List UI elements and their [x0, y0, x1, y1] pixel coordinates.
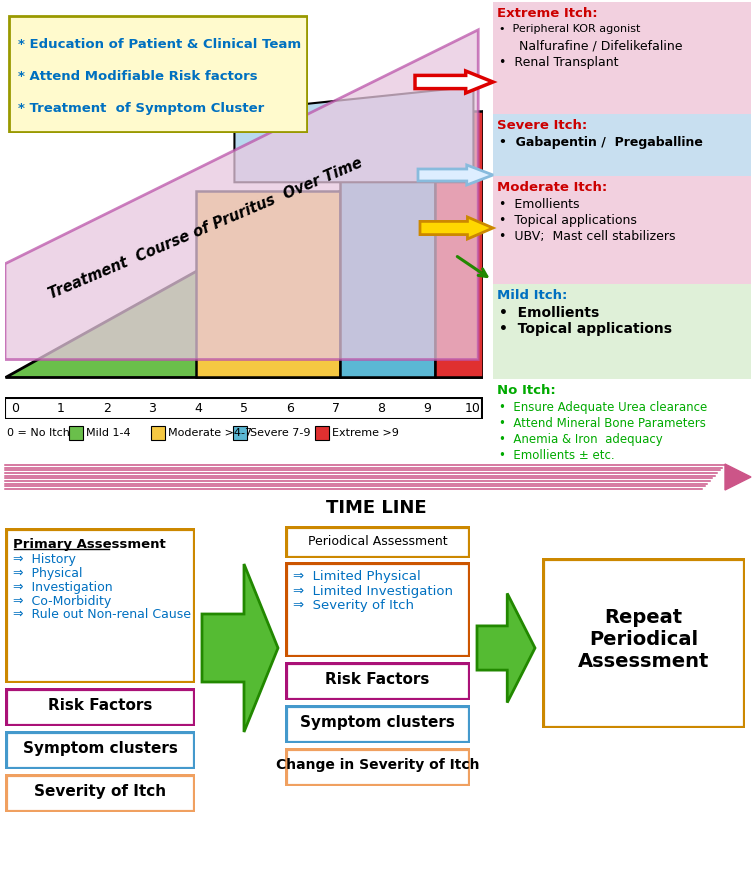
Text: 10: 10: [465, 402, 481, 415]
FancyBboxPatch shape: [286, 749, 469, 785]
Bar: [69, 426, 83, 440]
Text: Extreme Itch:: Extreme Itch:: [497, 7, 598, 20]
Text: ⇒  Investigation: ⇒ Investigation: [13, 581, 113, 594]
Bar: [151, 426, 165, 440]
Text: Severe 7-9: Severe 7-9: [250, 428, 310, 438]
Text: •  Peripheral KOR agonist: • Peripheral KOR agonist: [499, 24, 640, 34]
FancyBboxPatch shape: [286, 527, 469, 557]
Text: 8: 8: [377, 402, 386, 415]
Text: •  Renal Transplant: • Renal Transplant: [499, 56, 618, 69]
Bar: [435, 111, 483, 377]
FancyBboxPatch shape: [493, 284, 751, 379]
Text: Symptom clusters: Symptom clusters: [23, 741, 178, 756]
Polygon shape: [418, 165, 493, 185]
Text: * Treatment  of Symptom Cluster: * Treatment of Symptom Cluster: [18, 102, 264, 115]
FancyBboxPatch shape: [6, 775, 194, 811]
Text: Mild Itch:: Mild Itch:: [497, 289, 567, 302]
Text: 2: 2: [102, 402, 111, 415]
Text: Extreme >9: Extreme >9: [332, 428, 399, 438]
Text: Symptom clusters: Symptom clusters: [300, 715, 455, 730]
Text: Periodical Assessment: Periodical Assessment: [308, 535, 447, 548]
Text: TIME LINE: TIME LINE: [326, 499, 427, 517]
FancyBboxPatch shape: [6, 689, 194, 725]
Bar: [340, 138, 435, 377]
FancyBboxPatch shape: [493, 2, 751, 114]
Text: ⇒  Limited Investigation: ⇒ Limited Investigation: [293, 584, 453, 597]
FancyBboxPatch shape: [493, 114, 751, 176]
Text: 4: 4: [194, 402, 202, 415]
FancyBboxPatch shape: [493, 379, 751, 479]
Text: 0: 0: [11, 402, 19, 415]
FancyBboxPatch shape: [493, 176, 751, 284]
Text: •  Topical applications: • Topical applications: [499, 322, 672, 336]
FancyBboxPatch shape: [286, 706, 469, 742]
Text: Change in Severity of Itch: Change in Severity of Itch: [276, 758, 479, 772]
Bar: [233, 426, 247, 440]
Text: No Itch:: No Itch:: [497, 384, 556, 397]
Text: ⇒  Co-Morbidity: ⇒ Co-Morbidity: [13, 595, 111, 608]
Polygon shape: [234, 87, 474, 182]
Polygon shape: [420, 217, 493, 239]
FancyBboxPatch shape: [286, 563, 469, 656]
Text: 7: 7: [331, 402, 340, 415]
Text: 9: 9: [423, 402, 431, 415]
Text: 1: 1: [57, 402, 65, 415]
Text: •  Emollients ± etc.: • Emollients ± etc.: [499, 449, 614, 462]
FancyBboxPatch shape: [9, 16, 307, 132]
Text: Treatment  Course of Pruritus  Over Time: Treatment Course of Pruritus Over Time: [47, 155, 365, 302]
Text: Primary Assessment: Primary Assessment: [13, 538, 166, 551]
Text: Risk Factors: Risk Factors: [47, 698, 152, 713]
FancyBboxPatch shape: [286, 663, 469, 699]
Text: 3: 3: [148, 402, 157, 415]
Text: Severity of Itch: Severity of Itch: [34, 784, 166, 799]
Polygon shape: [5, 111, 483, 377]
Text: Moderate Itch:: Moderate Itch:: [497, 181, 607, 194]
Text: Severe Itch:: Severe Itch:: [497, 119, 587, 132]
Text: •  UBV;  Mast cell stabilizers: • UBV; Mast cell stabilizers: [499, 230, 675, 243]
Text: •  Emollients: • Emollients: [499, 306, 599, 320]
Bar: [315, 426, 329, 440]
Polygon shape: [202, 564, 278, 732]
Text: ⇒  Severity of Itch: ⇒ Severity of Itch: [293, 599, 414, 612]
Text: * Attend Modifiable Risk factors: * Attend Modifiable Risk factors: [18, 70, 258, 83]
Text: ⇒  Limited Physical: ⇒ Limited Physical: [293, 570, 421, 583]
Text: ⇒  History: ⇒ History: [13, 553, 76, 566]
Text: Mild 1-4: Mild 1-4: [86, 428, 130, 438]
Text: ⇒  Rule out Non-renal Cause: ⇒ Rule out Non-renal Cause: [13, 609, 191, 622]
Text: * Education of Patient & Clinical Team: * Education of Patient & Clinical Team: [18, 38, 301, 51]
Polygon shape: [5, 30, 478, 360]
Text: 6: 6: [286, 402, 294, 415]
Text: Moderate >4-7: Moderate >4-7: [168, 428, 252, 438]
Text: Risk Factors: Risk Factors: [325, 672, 430, 687]
FancyBboxPatch shape: [6, 732, 194, 768]
FancyBboxPatch shape: [6, 529, 194, 682]
Polygon shape: [725, 464, 751, 490]
Text: ⇒  Physical: ⇒ Physical: [13, 567, 83, 580]
Text: •  Gabapentin /  Pregaballine: • Gabapentin / Pregaballine: [499, 136, 703, 149]
Text: •  Attend Mineral Bone Parameters: • Attend Mineral Bone Parameters: [499, 417, 706, 430]
Text: Repeat
Periodical
Assessment: Repeat Periodical Assessment: [578, 608, 709, 671]
FancyBboxPatch shape: [543, 559, 744, 727]
Text: •  Anemia & Iron  adequacy: • Anemia & Iron adequacy: [499, 433, 663, 446]
Text: •  Emollients: • Emollients: [499, 198, 580, 211]
Text: •  Topical applications: • Topical applications: [499, 214, 637, 227]
Bar: [197, 191, 340, 377]
Polygon shape: [415, 71, 493, 93]
Polygon shape: [477, 594, 535, 702]
Text: Nalfurafine / Difelikefaline: Nalfurafine / Difelikefaline: [499, 40, 682, 53]
FancyBboxPatch shape: [5, 398, 482, 419]
Text: 0 = No Itch: 0 = No Itch: [7, 428, 70, 438]
Text: 5: 5: [240, 402, 248, 415]
Text: •  Ensure Adequate Urea clearance: • Ensure Adequate Urea clearance: [499, 401, 707, 414]
